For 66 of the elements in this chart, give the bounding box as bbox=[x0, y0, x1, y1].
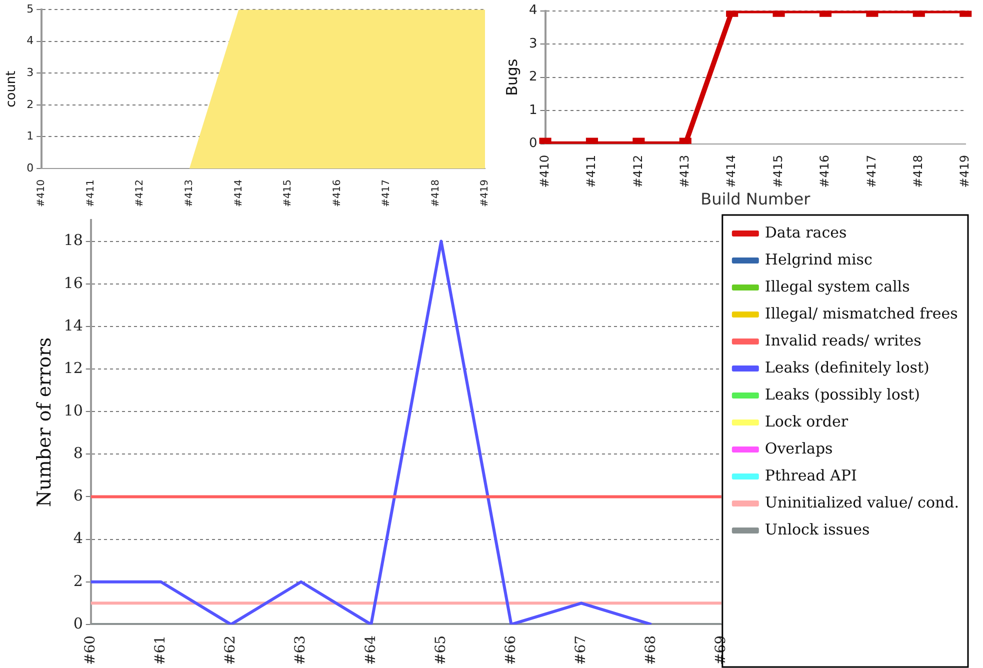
y-tick-label: 2 bbox=[26, 98, 34, 111]
x-tick-label: #65 bbox=[432, 635, 449, 665]
legend-label: Pthread API bbox=[764, 466, 857, 484]
x-axis-title: Build Number bbox=[700, 190, 811, 209]
x-tick-label: #415 bbox=[282, 180, 294, 208]
y-tick-label: 18 bbox=[64, 231, 83, 250]
x-tick-label: #62 bbox=[222, 635, 239, 665]
y-tick-label: 8 bbox=[73, 444, 83, 462]
y-axis-title: Bugs bbox=[502, 58, 521, 96]
legend-label: Invalid reads/ writes bbox=[764, 331, 922, 350]
x-tick-label: #63 bbox=[292, 635, 309, 665]
legend-label: Unlock issues bbox=[764, 520, 870, 538]
y-tick-label: 2 bbox=[73, 572, 83, 590]
legend-label: Illegal system calls bbox=[764, 277, 910, 296]
y-tick-label: 10 bbox=[64, 401, 83, 420]
x-tick-label: #419 bbox=[480, 180, 491, 208]
x-tick-label: #66 bbox=[502, 635, 519, 665]
x-tick-label: #413 bbox=[678, 154, 692, 188]
legend-label: Leaks (possibly lost) bbox=[764, 385, 920, 404]
y-tick-label: 6 bbox=[73, 486, 83, 505]
x-tick-label: #410 bbox=[36, 180, 48, 208]
x-tick-label: #412 bbox=[630, 154, 645, 188]
legend-label: Illegal/ mismatched frees bbox=[764, 304, 958, 322]
y-tick-label: 0 bbox=[73, 614, 83, 632]
x-tick-label: #414 bbox=[233, 180, 244, 208]
x-tick-label: #64 bbox=[362, 635, 379, 665]
y-tick-label: 0 bbox=[528, 136, 538, 152]
legend-label: Lock order bbox=[764, 412, 849, 430]
legend-label: Helgrind misc bbox=[764, 250, 872, 268]
y-tick-label: 1 bbox=[528, 102, 538, 118]
x-tick-label: #412 bbox=[134, 180, 146, 208]
x-tick-label: #415 bbox=[770, 154, 785, 188]
x-tick-label: #61 bbox=[152, 635, 169, 665]
legend-label: Uninitialized value/ cond. bbox=[764, 493, 960, 512]
y-tick-label: 2 bbox=[528, 70, 538, 85]
x-tick-label: #60 bbox=[82, 635, 99, 665]
y-tick-label: 4 bbox=[26, 34, 34, 48]
x-tick-label: #411 bbox=[85, 180, 96, 208]
y-tick-label: 16 bbox=[64, 274, 83, 292]
y-tick-label: 3 bbox=[528, 36, 538, 52]
y-axis-title: Number of errors bbox=[33, 337, 56, 508]
x-tick-label: #417 bbox=[864, 154, 878, 188]
y-tick-label: 5 bbox=[26, 2, 34, 16]
y-axis-title: count bbox=[4, 70, 20, 108]
x-tick-label: #416 bbox=[818, 154, 832, 188]
y-tick-label: 12 bbox=[64, 358, 83, 377]
x-tick-label: #417 bbox=[381, 180, 392, 208]
legend-label: Overlaps bbox=[764, 439, 833, 458]
legend-label: Leaks (definitely lost) bbox=[764, 358, 930, 376]
x-tick-label: #416 bbox=[332, 180, 343, 208]
x-tick-label: #414 bbox=[724, 154, 738, 188]
y-tick-label: 1 bbox=[26, 130, 34, 143]
y-tick-label: 3 bbox=[26, 66, 34, 80]
x-tick-label: #411 bbox=[584, 154, 598, 188]
x-tick-label: #413 bbox=[184, 180, 195, 208]
x-tick-label: #418 bbox=[430, 180, 442, 208]
y-tick-label: 4 bbox=[73, 529, 83, 548]
legend-label: Data races bbox=[764, 223, 847, 242]
x-tick-label: #67 bbox=[572, 635, 589, 665]
x-tick-label: #418 bbox=[911, 154, 926, 188]
x-tick-label: #419 bbox=[958, 154, 972, 188]
y-tick-label: 14 bbox=[64, 316, 83, 334]
x-tick-label: #410 bbox=[537, 154, 552, 188]
x-tick-label: #68 bbox=[642, 635, 659, 665]
y-tick-label: 4 bbox=[528, 3, 538, 18]
y-tick-label: 0 bbox=[26, 161, 34, 174]
